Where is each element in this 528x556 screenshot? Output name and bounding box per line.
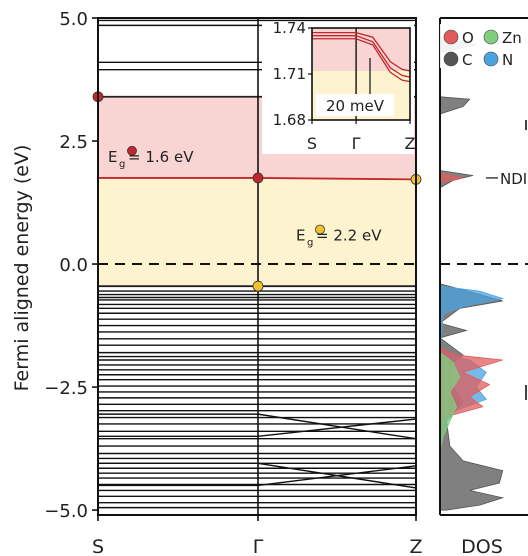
gap-marker xyxy=(127,145,137,156)
gap-value: = 2.2 eV xyxy=(316,227,382,245)
inset-y-tick-label: 1.71 xyxy=(273,65,306,83)
gap-value: = 1.6 eV xyxy=(128,148,194,166)
band-edge-marker-1 xyxy=(252,172,264,184)
inset-band-1 xyxy=(312,35,411,78)
y-tick-label: −2.5 xyxy=(44,378,88,399)
gap-symbol: E xyxy=(108,148,117,166)
dispersive-band-1 xyxy=(98,418,417,437)
legend-label-Zn: Zn xyxy=(502,29,522,47)
y-tick-label: 5.0 xyxy=(59,9,88,30)
x-tick-label: S xyxy=(92,536,104,556)
inset-band-2 xyxy=(312,38,411,83)
x-tick-label: Γ xyxy=(253,536,264,556)
legend-label-O: O xyxy=(462,29,474,47)
dos-legend: O Zn C N xyxy=(440,24,528,69)
inset-band-0 xyxy=(312,31,411,72)
inset-y-tick-label: 1.74 xyxy=(273,19,306,37)
gap-symbol: E xyxy=(296,227,305,245)
dos-annotation: NDI xyxy=(500,170,527,188)
scale-bar-box xyxy=(316,94,394,116)
dos-series-Zn xyxy=(439,351,461,452)
band-lines xyxy=(98,18,417,515)
y-tick-label: 0.0 xyxy=(59,255,88,276)
legend-label-N: N xyxy=(502,51,513,69)
gap-region-1 xyxy=(98,177,416,287)
y-tick-label: 2.5 xyxy=(59,132,88,153)
legend-marker-N xyxy=(483,51,499,67)
band-axes: 5.02.50.0−2.5−5.0S Γ Z xyxy=(44,9,422,556)
gap-subscript: g xyxy=(119,159,125,170)
inset-x-tick-label: S xyxy=(307,134,317,153)
band-edge-marker-3 xyxy=(252,280,264,292)
dos-areas xyxy=(439,18,528,515)
gap-marker xyxy=(315,224,325,235)
y-tick-label: −5.0 xyxy=(44,501,88,522)
x-tick-label: Z xyxy=(409,536,422,556)
scale-bar-label: 20 meV xyxy=(326,97,385,115)
dos-background xyxy=(440,18,528,515)
y-axis-label: Fermi aligned energy (eV) xyxy=(11,145,33,392)
plot-frame xyxy=(97,17,417,516)
inset-panel: 20 meV 1.74 1.71 1.68S Γ Z xyxy=(262,19,416,154)
inset-y-tick-label: 1.68 xyxy=(273,111,306,129)
gap-subscript: g xyxy=(307,238,313,249)
dos-axes: NDI xyxy=(439,17,528,516)
inset-x-tick-label: Z xyxy=(405,134,416,153)
legend-marker-Zn xyxy=(483,29,499,45)
legend-marker-O xyxy=(443,29,459,45)
inset-x-tick-label: Γ xyxy=(352,134,361,153)
dos-axis-label: DOS xyxy=(461,536,503,556)
legend-label-C: C xyxy=(462,51,472,69)
legend-marker-C xyxy=(443,51,459,67)
